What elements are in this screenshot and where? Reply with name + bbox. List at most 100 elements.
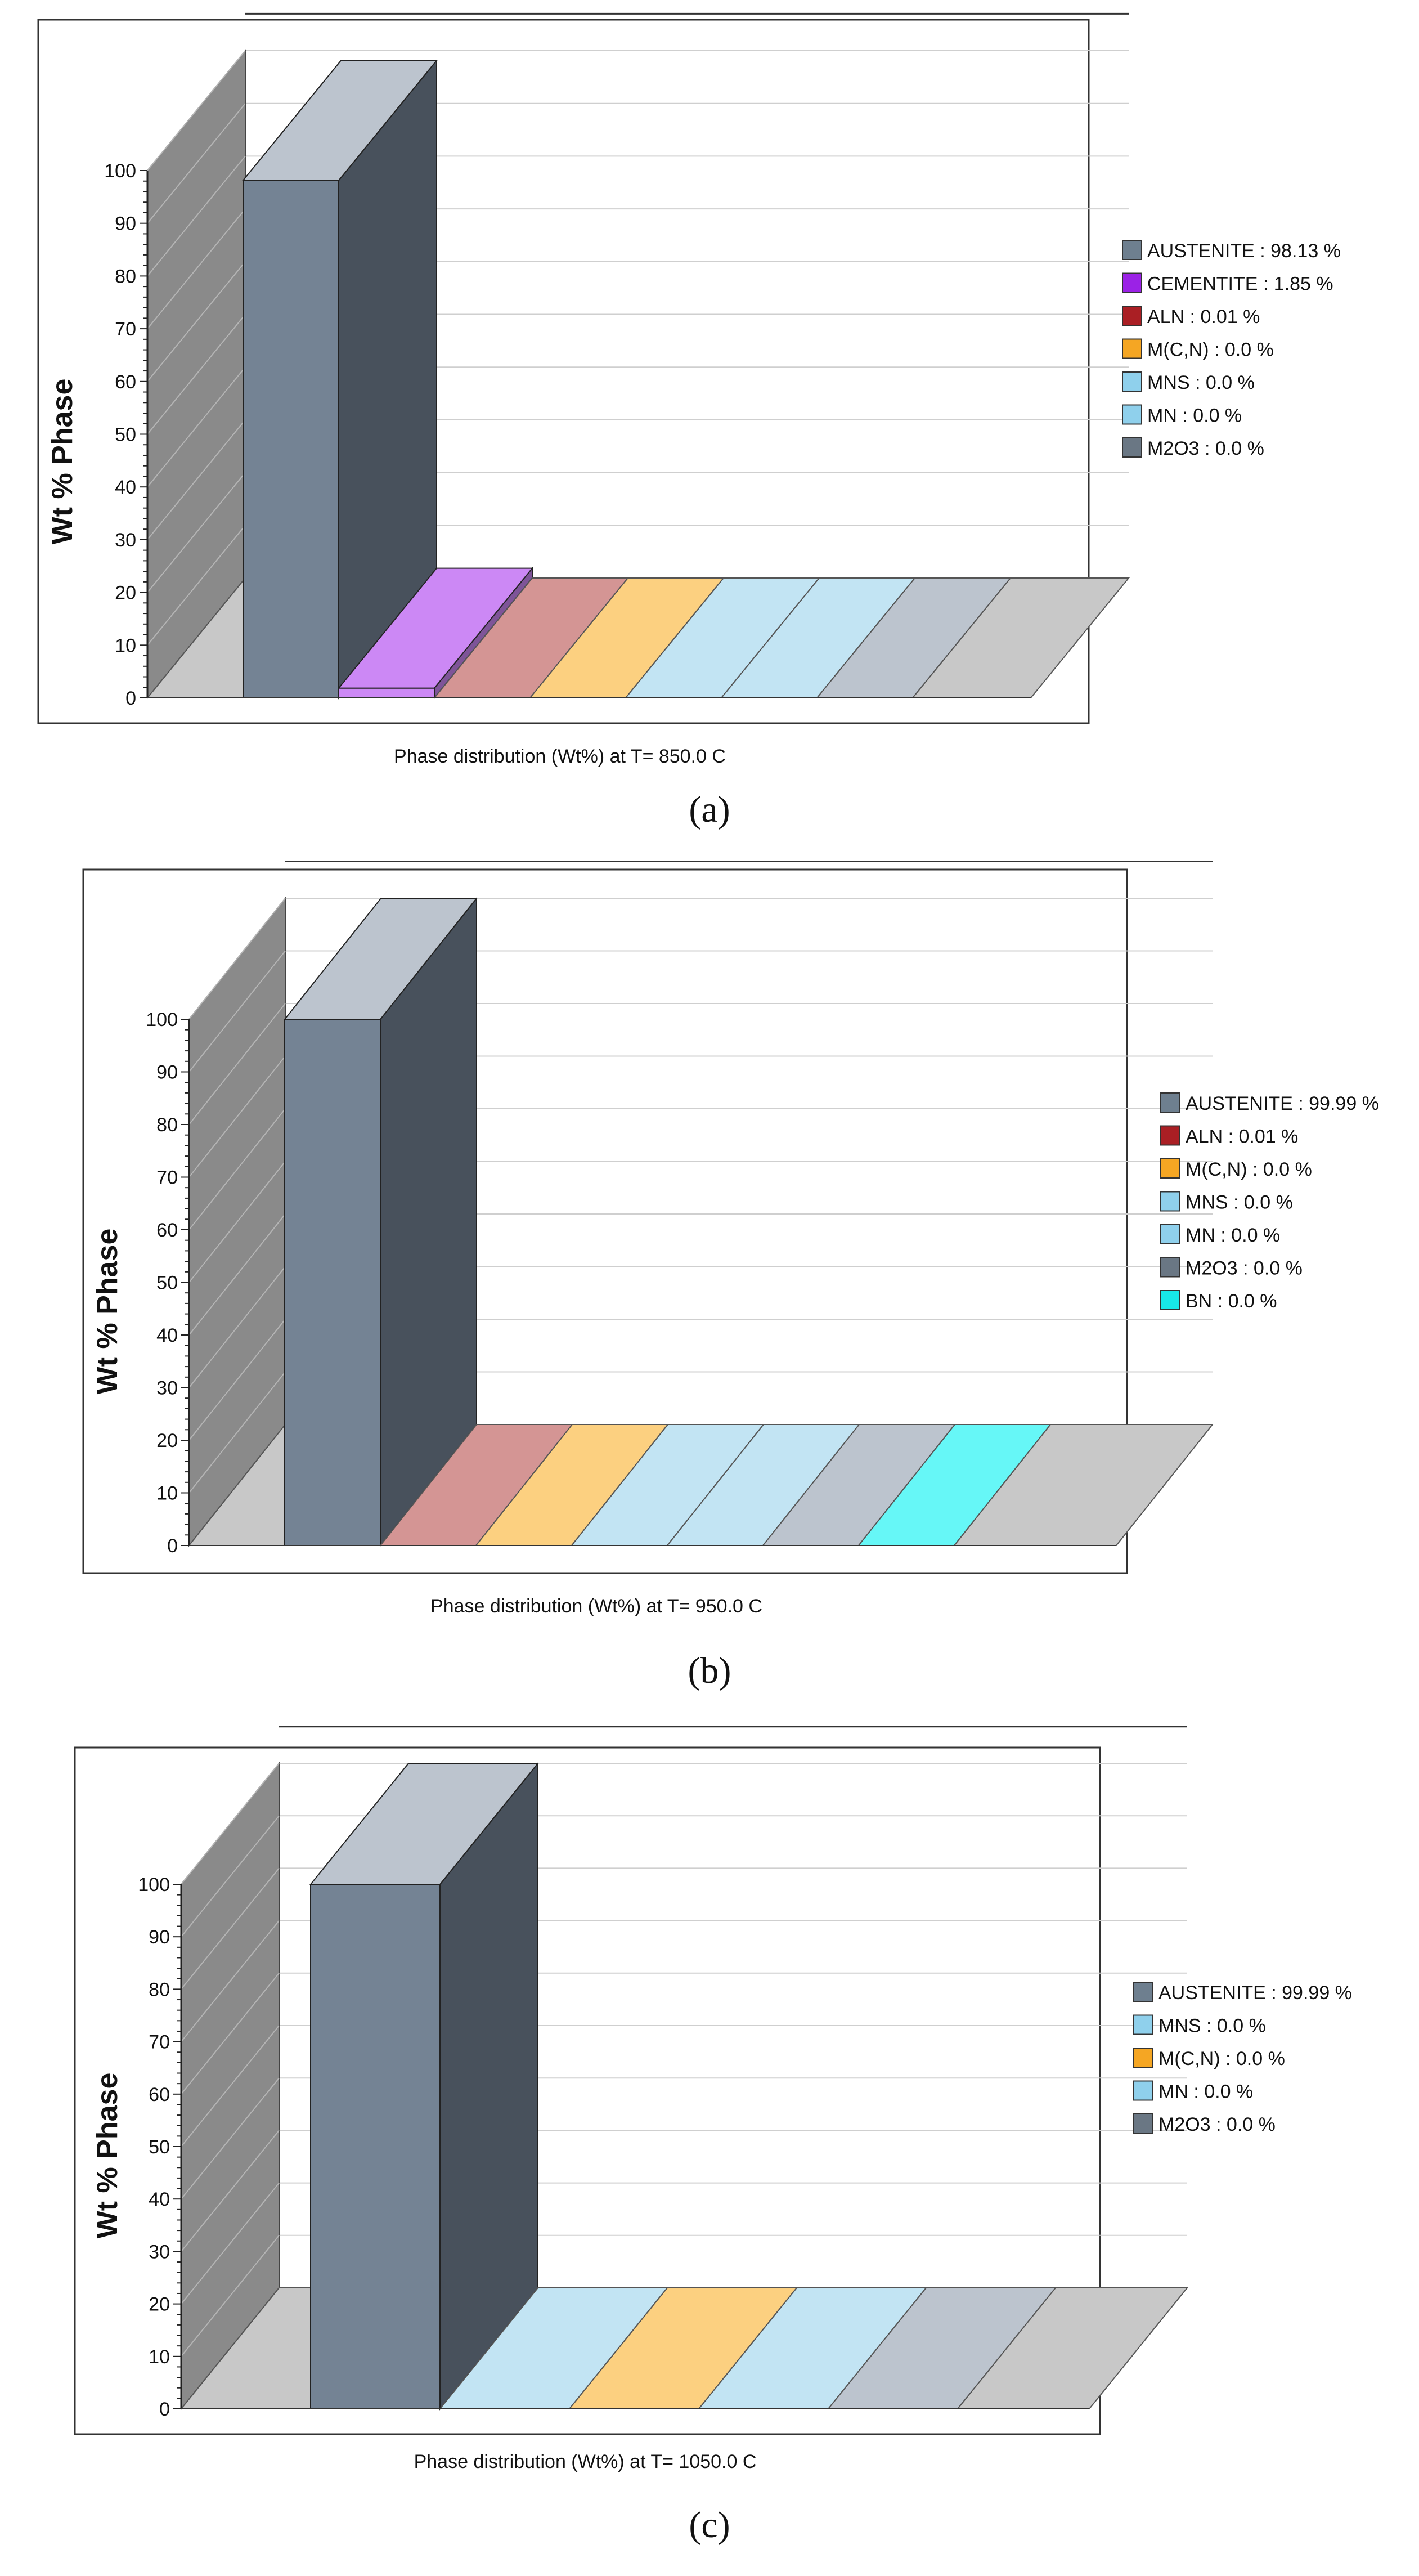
legend-item: AUSTENITE : 99.99 % [1133,1982,1352,2004]
y-tick-label: 0 [159,2399,170,2420]
legend-swatch [1122,272,1142,293]
y-tick-label: 0 [125,688,136,709]
legend-label: M(C,N) : 0.0 % [1186,1159,1312,1180]
side-gridline [147,525,246,646]
side-gridline [188,1161,286,1283]
y-tick-label: 40 [115,477,136,498]
side-gridline [181,2025,280,2147]
legend-swatch [1160,1290,1180,1310]
bar-top [283,898,478,1020]
legend-label: M(C,N) : 0.0 % [1158,2048,1285,2069]
side-gridline [181,1867,280,1990]
legend-label: MNS : 0.0 % [1158,2015,1266,2037]
side-gridline [181,2077,280,2199]
side-gridline [188,1003,286,1125]
legend-label: MNS : 0.0 % [1186,1192,1293,1213]
side-gridline [147,103,246,224]
bar-front [243,180,339,698]
bar-austenite [283,897,478,1547]
legend-item: M2O3 : 0.0 % [1122,437,1264,459]
legend-swatch [1160,1257,1180,1278]
y-tick-label: 10 [156,1483,178,1504]
y-tick-label: 20 [115,583,136,604]
legend-item: MN : 0.0 % [1133,2080,1253,2103]
y-tick-label: 70 [149,2032,170,2053]
y-tick-label: 30 [156,1378,178,1399]
legend-swatch [1122,371,1142,392]
legend-label: MN : 0.0 % [1158,2081,1253,2103]
y-tick-label: 70 [156,1167,178,1189]
y-tick-label: 60 [156,1220,178,1241]
legend-label: AUSTENITE : 99.99 % [1186,1093,1379,1114]
y-tick-label: 20 [149,2294,170,2315]
legend-item: MNS : 0.0 % [1122,371,1255,393]
legend-item: M(C,N) : 0.0 % [1160,1158,1312,1180]
legend-item: M2O3 : 0.0 % [1133,2113,1276,2135]
y-tick-label: 100 [138,1874,170,1896]
legend-item: M(C,N) : 0.0 % [1122,338,1274,361]
side-gridline [181,1763,280,1885]
y-tick-label: 50 [156,1273,178,1294]
legend-label: CEMENTITE : 1.85 % [1147,274,1333,295]
legend-label: AUSTENITE : 99.99 % [1158,1982,1352,2004]
y-axis-title: Wt % Phase [46,379,79,545]
legend-swatch [1160,1224,1180,1244]
side-gridline [181,1920,280,2042]
y-axis-title: Wt % Phase [91,1229,124,1395]
y-tick-label: 30 [149,2241,170,2263]
legend-label: ALN : 0.01 % [1186,1126,1298,1148]
chart-title: Phase distribution (Wt%) at T= 1050.0 C [414,2451,757,2472]
y-tick-label: 20 [156,1430,178,1451]
subfigure-label: (a) [689,789,730,830]
bar-top [309,1763,540,1885]
legend-item: AUSTENITE : 98.13 % [1122,240,1341,262]
side-gridline [181,2182,280,2305]
legend-item: MNS : 0.0 % [1160,1191,1293,1213]
y-tick-label: 40 [156,1325,178,1346]
y-tick-label: 30 [115,530,136,551]
side-gridline [188,1371,286,1494]
y-tick-label: 90 [149,1927,170,1948]
side-gridline [147,366,246,487]
legend-label: AUSTENITE : 98.13 % [1147,240,1341,262]
legend-item: CEMENTITE : 1.85 % [1122,272,1333,295]
bar-top [241,60,438,181]
y-tick-label: 60 [115,371,136,393]
legend-swatch [1133,2080,1153,2101]
legend-label: MN : 0.0 % [1147,405,1242,427]
legend-item: M(C,N) : 0.0 % [1133,2048,1285,2069]
side-gridline [188,898,286,1020]
y-tick-label: 80 [149,1979,170,2000]
side-gridline [188,1213,286,1336]
subfigure-label: (c) [689,2505,730,2546]
legend-item: M2O3 : 0.0 % [1160,1257,1303,1279]
side-gridline [147,419,246,540]
panel-c: 0 10 20 30 40 50 60 70 80 90 100 Wt % Phase AUSTENIT… [74,1726,1352,2546]
y-tick-label: 50 [115,424,136,446]
side-gridline [147,472,246,593]
side-gridline [188,1055,286,1178]
side-gridline [181,1815,280,1937]
y-tick-label: 10 [115,635,136,656]
legend-label: M(C,N) : 0.0 % [1147,339,1274,361]
legend-swatch [1122,240,1142,260]
bar-front [310,1884,441,2410]
panel-a: 0 10 20 30 40 50 60 70 80 90 100 Wt % Phase AUSTENIT… [37,12,1341,830]
legend-item: ALN : 0.01 % [1122,306,1260,328]
panel-b: 0 10 20 30 40 50 60 70 80 90 100 Wt % Phase AUSTENIT… [82,861,1379,1691]
y-tick-label: 70 [115,319,136,340]
side-gridline [188,950,286,1073]
y-tick-label: 100 [146,1009,178,1031]
chart-title: Phase distribution (Wt%) at T= 950.0 C [430,1596,762,1617]
y-axis-title: Wt % Phase [91,2073,124,2239]
legend-swatch [1122,437,1142,458]
side-gridline [188,1108,286,1230]
y-tick-label: 0 [167,1535,178,1557]
legend-swatch [1133,2113,1153,2134]
legend-label: MNS : 0.0 % [1147,372,1255,393]
legend-item: MN : 0.0 % [1122,404,1242,427]
y-tick-label: 80 [115,266,136,287]
legend-item: ALN : 0.01 % [1160,1125,1298,1148]
legend-label: MN : 0.0 % [1186,1225,1280,1246]
